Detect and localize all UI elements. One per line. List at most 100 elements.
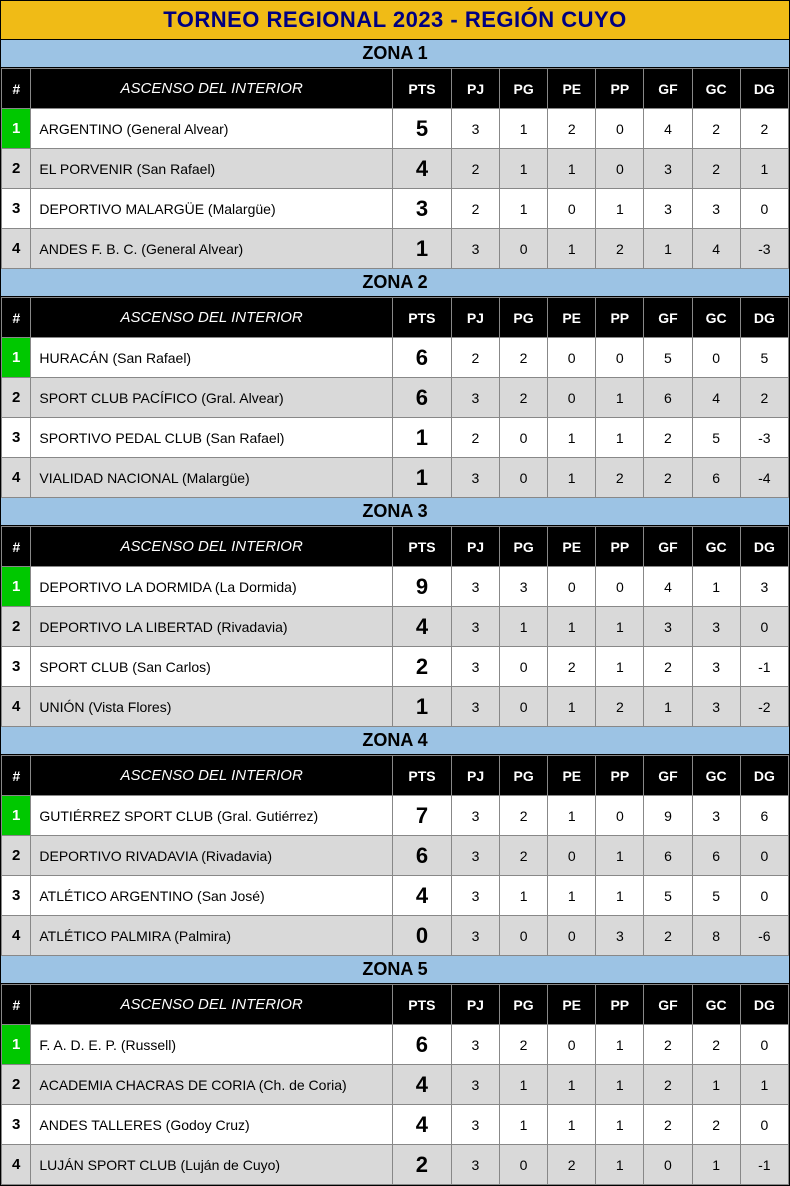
- zone-title: ZONA 1: [1, 40, 789, 68]
- standings-container: TORNEO REGIONAL 2023 - REGIÓN CUYO ZONA …: [0, 0, 790, 1186]
- col-pp: PP: [596, 298, 644, 338]
- col-pp: PP: [596, 756, 644, 796]
- standings-table: #ASCENSO DEL INTERIORPTSPJPGPEPPGFGCDG1H…: [1, 297, 789, 498]
- cell-pts: 1: [392, 687, 451, 727]
- col-gc: GC: [692, 69, 740, 109]
- cell-pts: 4: [392, 149, 451, 189]
- col-pg: PG: [500, 527, 548, 567]
- cell-pts: 6: [392, 338, 451, 378]
- cell-pp: 2: [596, 229, 644, 269]
- table-row: 1F. A. D. E. P. (Russell)63201220: [2, 1025, 789, 1065]
- cell-dg: -6: [740, 916, 788, 956]
- cell-pp: 1: [596, 647, 644, 687]
- cell-pe: 1: [548, 1065, 596, 1105]
- cell-dg: 0: [740, 1025, 788, 1065]
- cell-pos: 4: [2, 916, 31, 956]
- col-pg: PG: [500, 69, 548, 109]
- cell-pj: 3: [452, 229, 500, 269]
- col-gc: GC: [692, 527, 740, 567]
- table-row: 4VIALIDAD NACIONAL (Malargüe)1301226-4: [2, 458, 789, 498]
- cell-gc: 0: [692, 338, 740, 378]
- cell-pp: 2: [596, 687, 644, 727]
- cell-gf: 2: [644, 916, 692, 956]
- cell-pg: 0: [500, 229, 548, 269]
- cell-gf: 5: [644, 876, 692, 916]
- cell-pj: 3: [452, 567, 500, 607]
- cell-pts: 4: [392, 1105, 451, 1145]
- cell-pj: 3: [451, 1065, 499, 1105]
- cell-pp: 0: [596, 149, 644, 189]
- col-pj: PJ: [452, 527, 500, 567]
- cell-pos: 3: [2, 876, 31, 916]
- cell-gc: 5: [692, 876, 740, 916]
- tournament-title: TORNEO REGIONAL 2023 - REGIÓN CUYO: [1, 1, 789, 40]
- cell-team: ARGENTINO (General Alvear): [31, 109, 393, 149]
- cell-pts: 4: [392, 607, 451, 647]
- zone-title: ZONA 2: [1, 269, 789, 297]
- zone-title: ZONA 3: [1, 498, 789, 526]
- cell-gf: 0: [644, 1145, 692, 1185]
- cell-team: UNIÓN (Vista Flores): [31, 687, 393, 727]
- cell-pos: 3: [2, 189, 31, 229]
- cell-pp: 0: [596, 109, 644, 149]
- cell-dg: 1: [740, 149, 788, 189]
- cell-pe: 0: [548, 836, 596, 876]
- cell-gf: 2: [644, 1065, 692, 1105]
- cell-pg: 1: [499, 1105, 547, 1145]
- table-row: 3SPORT CLUB (San Carlos)2302123-1: [2, 647, 789, 687]
- cell-pg: 0: [499, 458, 547, 498]
- cell-team: LUJÁN SPORT CLUB (Luján de Cuyo): [31, 1145, 392, 1185]
- cell-pj: 3: [452, 687, 500, 727]
- cell-dg: 2: [740, 109, 788, 149]
- cell-team: DEPORTIVO MALARGÜE (Malargüe): [31, 189, 393, 229]
- cell-pe: 0: [548, 338, 596, 378]
- cell-pg: 1: [500, 109, 548, 149]
- table-row: 3SPORTIVO PEDAL CLUB (San Rafael)1201125…: [2, 418, 789, 458]
- cell-gf: 6: [644, 836, 692, 876]
- col-gf: GF: [644, 985, 692, 1025]
- cell-pg: 0: [499, 1145, 547, 1185]
- cell-pos: 4: [2, 687, 31, 727]
- cell-pe: 1: [548, 149, 596, 189]
- col-dg: DG: [740, 527, 788, 567]
- cell-pts: 6: [392, 1025, 451, 1065]
- cell-gc: 3: [692, 189, 740, 229]
- cell-gc: 8: [692, 916, 740, 956]
- cell-dg: 6: [740, 796, 788, 836]
- col-pe: PE: [548, 985, 596, 1025]
- cell-pj: 3: [451, 1025, 499, 1065]
- cell-pj: 2: [451, 338, 499, 378]
- cell-pg: 1: [500, 149, 548, 189]
- cell-dg: 3: [740, 567, 788, 607]
- cell-gf: 4: [644, 567, 692, 607]
- cell-pts: 2: [392, 647, 451, 687]
- table-row: 2ACADEMIA CHACRAS DE CORIA (Ch. de Coria…: [2, 1065, 789, 1105]
- col-gf: GF: [644, 69, 692, 109]
- cell-pj: 2: [452, 189, 500, 229]
- col-pos: #: [2, 69, 31, 109]
- col-pos: #: [2, 527, 31, 567]
- cell-team: SPORT CLUB (San Carlos): [31, 647, 393, 687]
- cell-pos: 1: [2, 567, 31, 607]
- cell-gf: 3: [644, 149, 692, 189]
- table-row: 1ARGENTINO (General Alvear)53120422: [2, 109, 789, 149]
- cell-gc: 3: [692, 796, 740, 836]
- cell-pts: 9: [392, 567, 451, 607]
- cell-pg: 0: [500, 916, 548, 956]
- cell-pp: 1: [596, 876, 644, 916]
- cell-team: DEPORTIVO LA DORMIDA (La Dormida): [31, 567, 393, 607]
- cell-pp: 1: [596, 1145, 644, 1185]
- col-dg: DG: [740, 69, 788, 109]
- table-row: 3ATLÉTICO ARGENTINO (San José)43111550: [2, 876, 789, 916]
- cell-pj: 2: [451, 418, 499, 458]
- col-pg: PG: [500, 756, 548, 796]
- cell-gc: 2: [692, 149, 740, 189]
- standings-table: #ASCENSO DEL INTERIORPTSPJPGPEPPGFGCDG1G…: [1, 755, 789, 956]
- cell-gf: 2: [644, 1105, 692, 1145]
- cell-pts: 1: [392, 418, 451, 458]
- cell-gc: 2: [692, 1025, 740, 1065]
- cell-gc: 6: [692, 458, 740, 498]
- cell-gf: 6: [644, 378, 692, 418]
- col-dg: DG: [740, 985, 788, 1025]
- cell-gc: 2: [692, 1105, 740, 1145]
